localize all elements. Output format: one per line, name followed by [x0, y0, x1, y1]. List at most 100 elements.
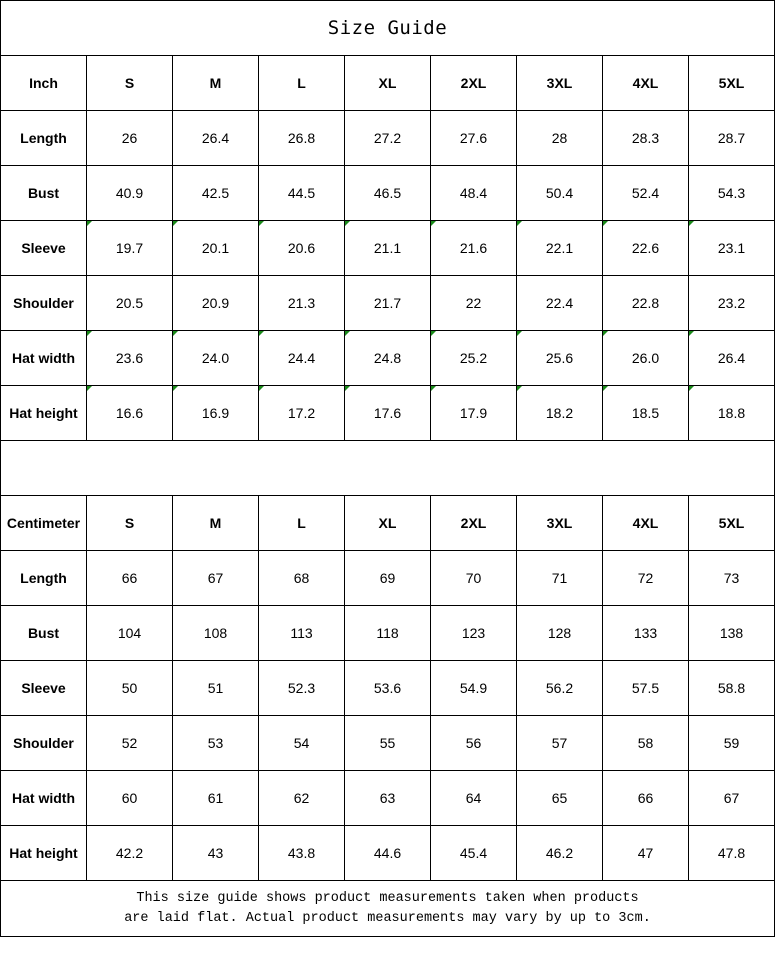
measurement-cell: 22.8	[602, 275, 689, 331]
comment-marker-icon	[259, 221, 264, 226]
cell-text: 4XL	[632, 515, 659, 531]
comment-marker-icon	[689, 386, 694, 391]
measurement-cell: 104	[86, 605, 173, 661]
measurement-cell: 24.0	[172, 330, 259, 386]
cell-text: 58.8	[717, 680, 746, 696]
cell-text: 57	[551, 735, 568, 751]
cell-text: Bust	[27, 185, 60, 201]
size-header-l: L	[258, 495, 345, 551]
measurement-cell: 27.6	[430, 110, 517, 166]
row-label: Shoulder	[0, 275, 87, 331]
unit-label: Inch	[0, 55, 87, 111]
cell-text: 63	[379, 790, 396, 806]
table-row: Hat width 23.6 24.0 24.4 24.8 25.2 25.6 26.0 26.…	[0, 330, 775, 386]
measurement-cell: 44.6	[344, 825, 431, 881]
comment-marker-icon	[689, 331, 694, 336]
cell-text: 20.6	[287, 240, 316, 256]
cell-text: Centimeter	[6, 515, 81, 531]
cell-text: 20.5	[115, 295, 144, 311]
cell-text: 18.5	[631, 405, 660, 421]
cell-text: Shoulder	[13, 735, 74, 751]
measurement-cell: 20.6	[258, 220, 345, 276]
cell-text: 54.9	[459, 680, 488, 696]
measurement-cell: 16.9	[172, 385, 259, 441]
cell-text: Length	[20, 130, 67, 146]
measurement-cell: 46.5	[344, 165, 431, 221]
cell-text: M	[209, 515, 222, 531]
cell-text: 58	[637, 735, 654, 751]
title-row: Size Guide	[0, 0, 775, 56]
table-row: Hat height 42.2 43 43.8 44.6 45.4 46.2 47 47.8	[0, 825, 775, 881]
measurement-cell: 66	[86, 550, 173, 606]
cell-text: Length	[20, 570, 67, 586]
cell-text: 22.4	[545, 295, 574, 311]
cell-text: 44.6	[373, 845, 402, 861]
cell-text: L	[297, 75, 306, 91]
measurement-cell: 21.1	[344, 220, 431, 276]
cell-text: 24.4	[287, 350, 316, 366]
measurement-cell: 22	[430, 275, 517, 331]
cell-text: Inch	[29, 75, 58, 91]
cell-text: 56.2	[545, 680, 574, 696]
cell-text: 73	[723, 570, 740, 586]
cell-text: 21.3	[287, 295, 316, 311]
cell-text: 53	[207, 735, 224, 751]
row-label: Hat height	[0, 385, 87, 441]
cell-text: 23.2	[717, 295, 746, 311]
measurement-cell: 46.2	[516, 825, 603, 881]
cell-text: S	[124, 75, 135, 91]
measurement-cell: 28.3	[602, 110, 689, 166]
cell-text: 118	[376, 625, 399, 641]
cell-text: 3XL	[546, 515, 573, 531]
note-line-2: are laid flat. Actual product measuremen…	[124, 910, 651, 926]
measurement-cell: 19.7	[86, 220, 173, 276]
cell-text: 67	[723, 790, 740, 806]
cell-text: 26.8	[287, 130, 316, 146]
cell-text: 113	[290, 625, 313, 641]
measurement-cell: 71	[516, 550, 603, 606]
cell-text: Hat height	[9, 845, 78, 861]
measurement-cell: 40.9	[86, 165, 173, 221]
cell-text: 18.8	[717, 405, 746, 421]
size-header-2xl: 2XL	[430, 495, 517, 551]
row-label: Bust	[0, 165, 87, 221]
measurement-cell: 24.8	[344, 330, 431, 386]
measurement-cell: 18.5	[602, 385, 689, 441]
cell-text: 64	[465, 790, 482, 806]
measurement-cell: 26	[86, 110, 173, 166]
cell-text: 45.4	[459, 845, 488, 861]
row-label: Hat width	[0, 330, 87, 386]
cell-text: 48.4	[459, 185, 488, 201]
measurement-cell: 62	[258, 770, 345, 826]
measurement-cell: 67	[688, 770, 775, 826]
cell-text: 23.6	[115, 350, 144, 366]
cell-text: Sleeve	[21, 240, 66, 256]
measurement-cell: 56	[430, 715, 517, 771]
comment-marker-icon	[173, 386, 178, 391]
measurement-cell: 16.6	[86, 385, 173, 441]
cell-text: 60	[121, 790, 138, 806]
cell-text: 51	[207, 680, 224, 696]
cell-text: 16.9	[201, 405, 230, 421]
measurement-cell: 55	[344, 715, 431, 771]
measurement-cell: 50.4	[516, 165, 603, 221]
cell-text: 17.2	[287, 405, 316, 421]
measurement-cell: 69	[344, 550, 431, 606]
measurement-cell: 65	[516, 770, 603, 826]
table-row: Length 26 26.4 26.8 27.2 27.6 28 28.3 28.7	[0, 110, 775, 166]
comment-marker-icon	[603, 221, 608, 226]
comment-marker-icon	[259, 386, 264, 391]
size-header-s: S	[86, 55, 173, 111]
cell-text: 5XL	[718, 515, 745, 531]
row-label: Length	[0, 550, 87, 606]
measurement-cell: 67	[172, 550, 259, 606]
cell-text: 26.4	[201, 130, 230, 146]
cell-text: 21.6	[459, 240, 488, 256]
measurement-cell: 63	[344, 770, 431, 826]
measurement-cell: 57	[516, 715, 603, 771]
measurement-cell: 57.5	[602, 660, 689, 716]
measurement-cell: 68	[258, 550, 345, 606]
measurement-cell: 128	[516, 605, 603, 661]
measurement-cell: 21.7	[344, 275, 431, 331]
measurement-cell: 50	[86, 660, 173, 716]
